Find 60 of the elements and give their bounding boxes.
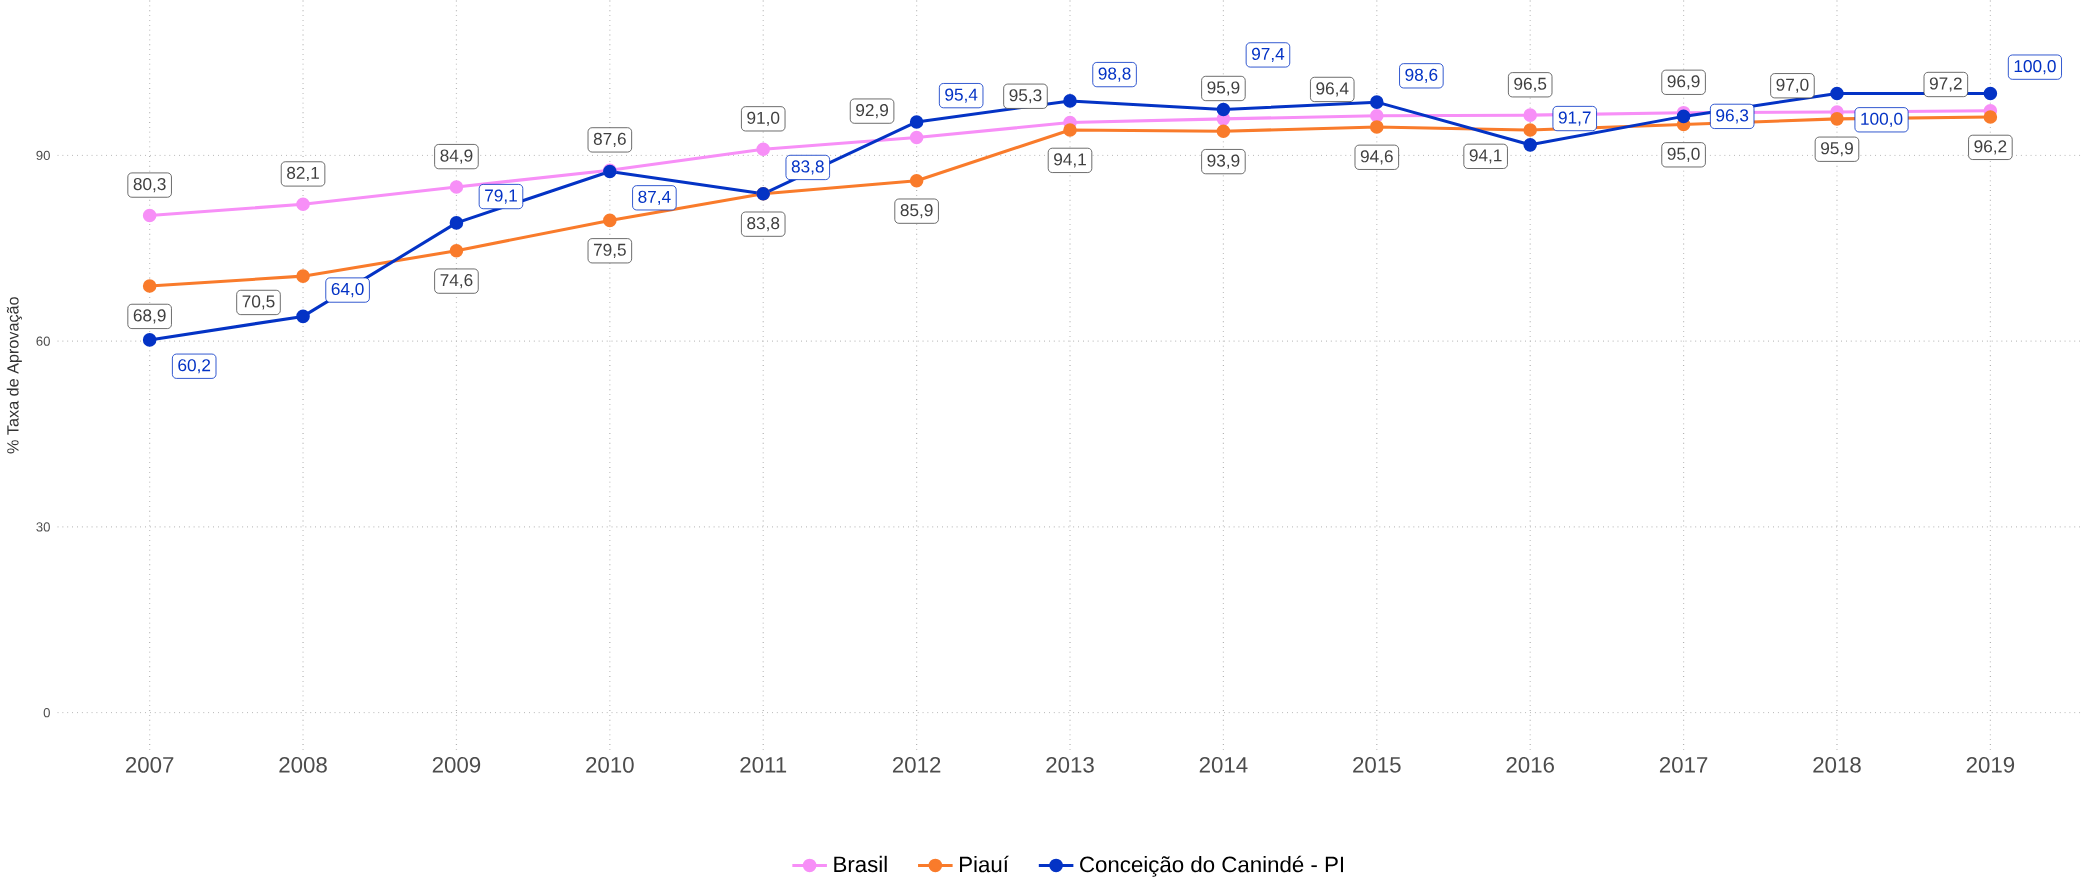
data-label: 87,6 [593, 132, 626, 147]
data-label: 91,0 [747, 111, 780, 126]
data-label: 93,9 [1207, 154, 1240, 169]
data-label: 96,3 [1716, 109, 1749, 124]
data-label: 91,7 [1558, 111, 1591, 126]
data-label: 94,6 [1360, 150, 1393, 165]
data-label: 95,9 [1207, 81, 1240, 96]
x-tick-label: 2008 [279, 756, 327, 773]
data-label: 83,8 [747, 216, 780, 232]
x-tick-label: 2009 [432, 756, 481, 773]
x-tick-label: 2011 [740, 756, 787, 773]
data-label: 70,5 [242, 295, 275, 310]
data-label: 95,4 [945, 88, 978, 103]
data-label: 97,2 [1929, 77, 1962, 92]
legend-label: Conceição do Canindé - PI [1080, 855, 1344, 877]
data-label: 98,6 [1405, 68, 1438, 83]
x-tick-label: 2007 [125, 756, 174, 773]
x-tick-label: 2010 [586, 756, 634, 773]
x-tick-label: 2014 [1199, 756, 1248, 773]
x-tick-label: 2018 [1813, 756, 1861, 773]
data-label: 83,8 [791, 160, 824, 175]
data-label: 84,9 [440, 149, 473, 164]
x-tick-label: 2015 [1353, 756, 1401, 773]
data-label: 100,0 [1861, 112, 1903, 127]
data-label: 82,1 [287, 166, 319, 181]
data-label: 79,1 [485, 189, 517, 204]
data-label: 97,4 [1252, 47, 1285, 62]
data-label: 80,3 [133, 177, 166, 193]
legend-label: Brasil [834, 855, 887, 873]
data-label: 94,1 [1054, 153, 1086, 168]
data-label: 74,6 [440, 273, 473, 289]
x-tick-label: 2012 [892, 756, 941, 773]
data-label: 79,5 [593, 243, 626, 258]
data-label: 98,8 [1098, 67, 1131, 82]
data-label: 85,9 [900, 203, 933, 219]
data-label: 95,9 [1821, 142, 1853, 157]
data-label: 87,4 [638, 190, 671, 205]
data-label: 95,0 [1667, 147, 1700, 162]
data-label: 96,5 [1514, 77, 1547, 92]
data-label: 64,0 [331, 282, 364, 298]
data-label: 97,0 [1776, 78, 1809, 93]
x-tick-label: 2017 [1659, 756, 1708, 773]
data-label: 96,9 [1667, 75, 1700, 90]
data-label: 94,1 [1469, 149, 1502, 164]
y-axis-title: % Taxa de Aprovação [6, 297, 22, 454]
y-tick-label: 60 [36, 336, 50, 346]
data-label: 60,2 [178, 359, 211, 374]
y-tick-label: 30 [36, 522, 50, 532]
x-tick-label: 2013 [1046, 756, 1094, 773]
data-label: 68,9 [133, 309, 166, 324]
data-label: 100,0 [2014, 59, 2056, 75]
x-tick-label: 2019 [1966, 756, 2015, 773]
data-label: 96,2 [1974, 140, 2007, 155]
data-label: 96,4 [1316, 82, 1349, 97]
data-label: 95,3 [1009, 89, 1042, 104]
legend-label: Piauí [960, 855, 1009, 873]
x-tick-label: 2016 [1506, 756, 1554, 773]
y-tick-label: 0 [43, 707, 50, 718]
y-tick-label: 90 [36, 150, 50, 160]
data-label: 92,9 [856, 103, 889, 119]
